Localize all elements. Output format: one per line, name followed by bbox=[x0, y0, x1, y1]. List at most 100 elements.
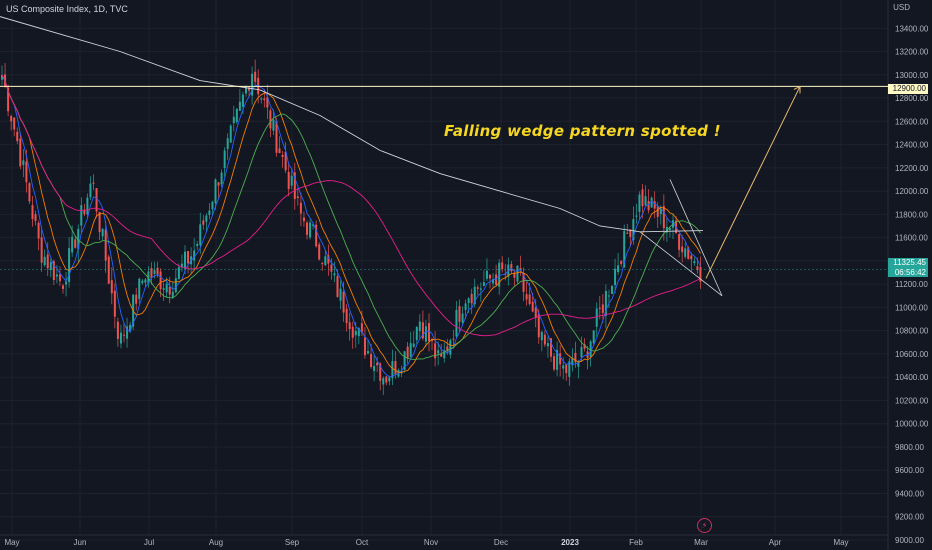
candle-body bbox=[144, 279, 147, 283]
candle-body bbox=[284, 151, 287, 171]
candle-body bbox=[68, 248, 71, 283]
candle-body bbox=[687, 247, 690, 259]
candle-body bbox=[699, 266, 702, 282]
bar-countdown: 06:56:42 bbox=[894, 267, 926, 277]
candle-body bbox=[370, 353, 373, 368]
candle-body bbox=[495, 274, 498, 285]
ma-fast-line bbox=[1, 74, 701, 378]
candle-body bbox=[528, 294, 531, 304]
y-tick-label: 10400.00 bbox=[895, 373, 929, 382]
candle-body bbox=[229, 125, 232, 143]
candle-body bbox=[644, 196, 647, 206]
candle-body bbox=[156, 267, 159, 275]
candle-body bbox=[49, 261, 52, 271]
x-tick-label: Apr bbox=[769, 538, 782, 547]
candle-body bbox=[83, 209, 86, 215]
candle-body bbox=[421, 322, 424, 339]
candle-body bbox=[141, 280, 144, 284]
candle-body bbox=[269, 110, 272, 129]
candle-body bbox=[159, 271, 162, 290]
candle-body bbox=[245, 86, 247, 94]
candle-body bbox=[406, 346, 409, 359]
candle-body bbox=[696, 266, 699, 271]
candle-body bbox=[95, 188, 98, 212]
candle-body bbox=[107, 256, 110, 284]
wedge-upper-line bbox=[669, 179, 723, 296]
x-tick-label: Aug bbox=[209, 538, 223, 547]
candle-body bbox=[77, 228, 80, 250]
ma-slow-line bbox=[1, 74, 701, 360]
candle-body bbox=[37, 222, 40, 239]
candle-body bbox=[418, 321, 421, 332]
candle-body bbox=[214, 179, 217, 204]
y-tick-label: 12800.00 bbox=[895, 94, 929, 103]
y-tick-label: 9800.00 bbox=[895, 443, 924, 452]
symbol-title: US Composite Index, 1D, TVC bbox=[6, 4, 128, 14]
candle-body bbox=[409, 343, 412, 357]
y-tick-label: 11800.00 bbox=[895, 210, 928, 219]
candle-body bbox=[312, 224, 315, 227]
y-tick-label: 11600.00 bbox=[895, 234, 928, 243]
candle-body bbox=[489, 274, 491, 279]
candle-body bbox=[455, 309, 458, 337]
candle-body bbox=[684, 248, 687, 257]
candle-body bbox=[104, 229, 107, 261]
candle-body bbox=[464, 303, 467, 311]
candle-body bbox=[10, 116, 13, 122]
candle-body bbox=[174, 278, 177, 293]
y-tick-label: 11000.00 bbox=[895, 303, 928, 312]
candle-body bbox=[440, 353, 443, 357]
candle-body bbox=[693, 261, 696, 264]
flash-icon[interactable]: ⚡ bbox=[697, 518, 712, 533]
candle-body bbox=[293, 172, 296, 199]
candle-body bbox=[482, 282, 485, 286]
y-tick-label: 12000.00 bbox=[895, 187, 929, 196]
candle-body bbox=[568, 361, 571, 377]
candle-body bbox=[193, 250, 196, 261]
candle-body bbox=[614, 268, 617, 286]
candle-body bbox=[220, 172, 223, 185]
y-tick-label: 13200.00 bbox=[895, 48, 929, 57]
projection-arrow-head bbox=[793, 85, 801, 94]
y-tick-label: 10800.00 bbox=[895, 327, 929, 336]
candle-body bbox=[629, 229, 632, 237]
candle-body bbox=[52, 261, 55, 280]
candle-body bbox=[412, 343, 415, 347]
candle-body bbox=[550, 338, 552, 357]
y-tick-label: 12600.00 bbox=[895, 117, 929, 126]
candle-body bbox=[562, 365, 565, 369]
candle-body bbox=[211, 201, 214, 210]
candle-body bbox=[345, 308, 348, 324]
candle-body bbox=[665, 226, 668, 233]
candle-body bbox=[92, 182, 95, 184]
candle-body bbox=[309, 222, 312, 238]
candle-body bbox=[589, 341, 592, 357]
candle-body bbox=[58, 274, 61, 282]
y-tick-label: 12200.00 bbox=[895, 164, 929, 173]
candle-body bbox=[601, 304, 604, 313]
candle-body bbox=[241, 94, 244, 107]
candle-body bbox=[662, 206, 665, 229]
candle-body bbox=[543, 334, 546, 345]
candle-body bbox=[162, 288, 165, 290]
candle-body bbox=[617, 265, 620, 273]
x-tick-label: May bbox=[833, 538, 848, 547]
y-tick-label: 9400.00 bbox=[895, 489, 924, 498]
candle-body bbox=[138, 278, 141, 300]
candle-body bbox=[385, 376, 388, 383]
candle-body bbox=[516, 265, 519, 282]
candle-body bbox=[129, 324, 132, 332]
candle-body bbox=[187, 251, 190, 264]
candle-body bbox=[302, 217, 305, 222]
candle-body bbox=[379, 363, 382, 381]
candle-body bbox=[299, 202, 302, 214]
ma-mid-line bbox=[1, 74, 701, 374]
currency-label: USD bbox=[893, 3, 910, 12]
candle-body bbox=[647, 201, 650, 211]
candle-body bbox=[324, 256, 327, 266]
candle-body bbox=[28, 183, 31, 202]
candle-body bbox=[165, 283, 168, 293]
candle-body bbox=[556, 350, 559, 370]
candle-body bbox=[184, 251, 186, 269]
